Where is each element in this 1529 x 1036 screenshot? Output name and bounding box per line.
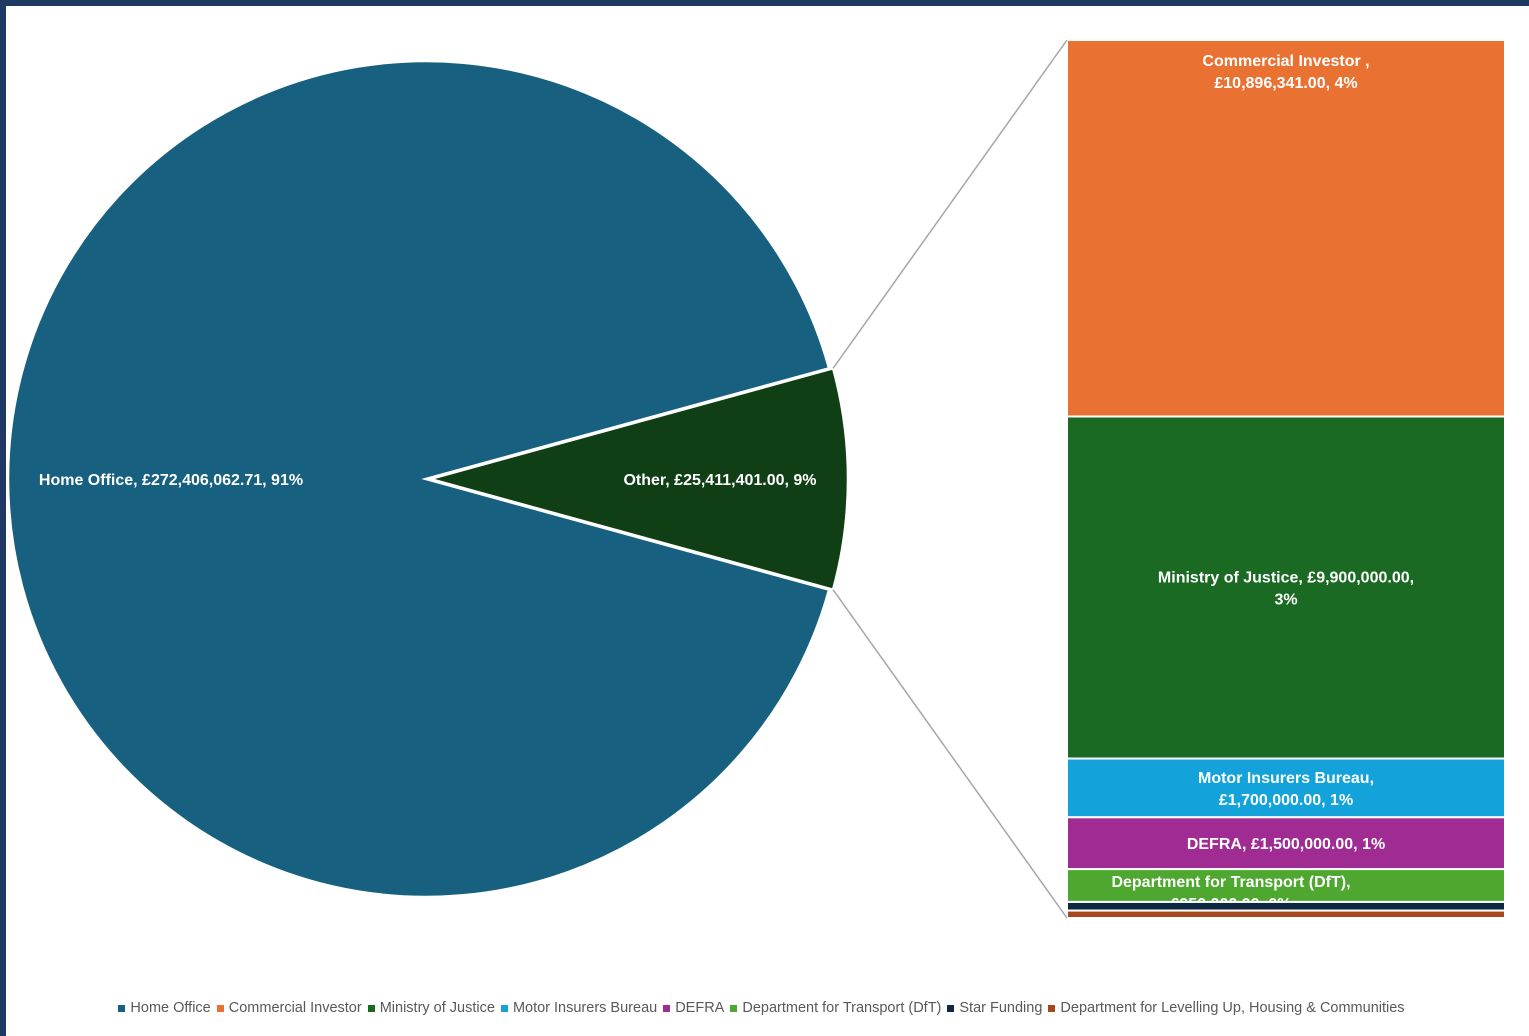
- legend-swatch: [663, 1004, 671, 1012]
- legend-swatch: [118, 1004, 126, 1012]
- legend-item: Department for Levelling Up, Housing & C…: [1048, 1000, 1405, 1016]
- bar-label-motor-insurers-bureau-line-1: Motor Insurers Bureau,: [1198, 770, 1374, 787]
- connector-line-bottom: [832, 589, 1068, 919]
- pie-label-other: Other, £25,411,401.00, 9%: [623, 472, 816, 489]
- legend-label: Motor Insurers Bureau: [512, 1000, 658, 1016]
- legend-item: Motor Insurers Bureau: [500, 1000, 658, 1016]
- bar-segment-motor-insurers-bureau: [1066, 757, 1506, 819]
- bar-label-commercial-investor-line-1: Commercial Investor ,: [1202, 53, 1369, 70]
- bar-label-defra-line-1: DEFRA, £1,500,000.00, 1%: [1187, 836, 1385, 853]
- legend-item: DEFRA: [663, 1000, 724, 1016]
- legend-swatch: [500, 1004, 508, 1012]
- legend-swatch: [367, 1004, 375, 1012]
- legend-label: Ministry of Justice: [379, 1000, 495, 1016]
- bar-label-ministry-of-justice-line-2: 3%: [1274, 592, 1297, 609]
- legend-label: Star Funding: [959, 1000, 1043, 1016]
- legend-swatch: [1048, 1004, 1056, 1012]
- legend-item: Star Funding: [947, 1000, 1042, 1016]
- legend: Home Office Commercial Investor Ministry o…: [0, 1000, 1529, 1016]
- legend-label: Home Office: [130, 1000, 211, 1016]
- bar-label-ministry-of-justice-line-1: Ministry of Justice, £9,900,000.00,: [1158, 570, 1414, 587]
- bar-segment-star-funding: [1066, 900, 1506, 912]
- bar-segment-commercial-investor: [1066, 39, 1506, 418]
- bar-label-motor-insurers-bureau-line-2: £1,700,000.00, 1%: [1219, 792, 1353, 809]
- pie-label-home-office: Home Office, £272,406,062.71, 91%: [39, 472, 303, 489]
- bar-segment-department-for-levelling-up-housing-communities: [1066, 909, 1506, 920]
- legend-label: Department for Transport (DfT): [742, 1000, 942, 1016]
- pie-slice-home-office: [6, 59, 831, 899]
- bar-segment-ministry-of-justice: [1066, 415, 1506, 760]
- legend-label: Commercial Investor: [228, 1000, 362, 1016]
- bar-segment-department-for-transport-dft: [1066, 868, 1506, 903]
- legend-swatch: [216, 1004, 224, 1012]
- bar-of-pie-chart: Home Office, £272,406,062.71, 91% Other, …: [6, 39, 1506, 920]
- legend-swatch: [730, 1004, 738, 1012]
- legend-label: Department for Levelling Up, Housing & C…: [1060, 1000, 1405, 1016]
- legend-item: Ministry of Justice: [367, 1000, 495, 1016]
- legend-item: Department for Transport (DfT): [730, 1000, 941, 1016]
- connector-line-top: [832, 39, 1068, 369]
- bar-label-department-for-transport-dft-line-1: Department for Transport (DfT),: [1111, 874, 1350, 891]
- legend-label: DEFRA: [675, 1000, 725, 1016]
- pie-slice-other: [425, 366, 850, 592]
- legend-item: Commercial Investor: [216, 1000, 362, 1016]
- bar-segment-defra: [1066, 816, 1506, 871]
- bar-label-commercial-investor-line-2: £10,896,341.00, 4%: [1214, 75, 1357, 92]
- legend-item: Home Office: [118, 1000, 211, 1016]
- legend-swatch: [947, 1004, 955, 1012]
